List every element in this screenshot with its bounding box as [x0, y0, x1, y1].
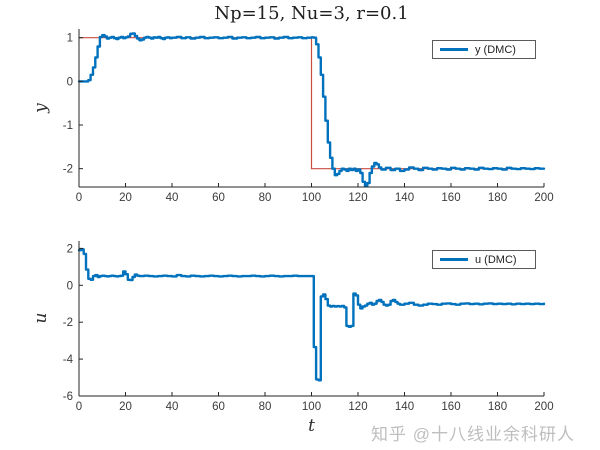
y-tick-label: -4: [63, 354, 74, 366]
chart-y: 0 20 40 60 80 100 120 140 160 180 200 1 0 -1 -2: [63, 29, 554, 204]
y-dmc--line: [77, 32, 546, 188]
x-tick-label: 20: [119, 401, 132, 413]
x-axis-label: t: [308, 416, 315, 436]
x-tick-label: 60: [212, 192, 225, 204]
x-tick-label: 180: [488, 192, 507, 204]
x-tick-label: 40: [166, 192, 179, 204]
x-tick-label: 100: [302, 192, 321, 204]
watermark-zhihu: 知乎 @十八线业余科研人: [371, 425, 575, 444]
u-dmc--line: [77, 248, 546, 382]
x-tick-label: 140: [395, 192, 414, 204]
x-tick-label: 100: [302, 401, 321, 413]
x-tick-label: 200: [534, 401, 553, 413]
y-tick-label: -2: [63, 317, 73, 329]
x-tick-label: 180: [488, 401, 507, 413]
legend-top: y (DMC): [432, 40, 536, 59]
x-tick-label: 160: [441, 192, 460, 204]
legend-label-u-dmc: u (DMC): [475, 253, 517, 266]
figure-title: Np=15, Nu=3, r=0.1: [214, 3, 409, 24]
x-tick-label: 80: [259, 192, 272, 204]
x-tick-label: 140: [395, 401, 414, 413]
y-tick-label: 0: [67, 280, 73, 292]
x-tick-label: 0: [76, 192, 82, 204]
x-tick-label: 20: [119, 192, 132, 204]
x-tick-label: 120: [348, 401, 367, 413]
legend-label-y-dmc: y (DMC): [475, 43, 516, 56]
y-tick-label: 2: [67, 243, 73, 255]
legend-line-sample-icon: [440, 48, 468, 51]
y-tick-label: -2: [63, 164, 73, 176]
y-tick-label: 0: [67, 76, 73, 88]
x-tick-label: 120: [348, 192, 367, 204]
legend-bottom: u (DMC): [432, 250, 536, 269]
x-tick-label: 160: [441, 401, 460, 413]
x-tick-label: 200: [534, 192, 553, 204]
x-tick-label: 80: [259, 401, 272, 413]
y-tick-label: -1: [63, 120, 73, 132]
y-tick-label: 1: [67, 33, 73, 45]
y-axis-label-top: y: [31, 103, 51, 113]
y-tick-label: -6: [63, 391, 73, 403]
legend-line-sample-icon: [440, 258, 468, 261]
x-tick-label: 0: [76, 401, 82, 413]
x-tick-label: 60: [212, 401, 225, 413]
y-axis-label-bottom: u: [31, 312, 51, 324]
x-tick-label: 40: [166, 401, 179, 413]
